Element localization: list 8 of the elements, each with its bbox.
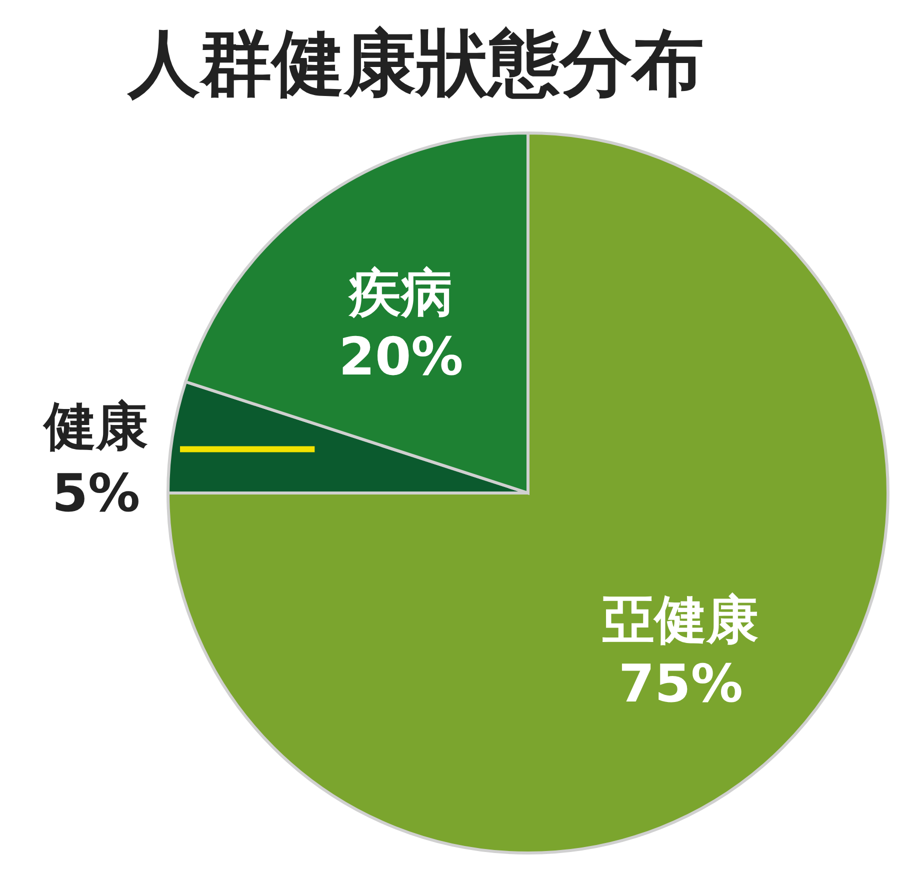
data-label: 5%: [52, 464, 140, 524]
slice-label: 健康: [42, 397, 148, 458]
slice-label: 亞健康: [602, 590, 759, 651]
data-label: 75%: [618, 654, 743, 715]
data-label: 20%: [338, 327, 464, 388]
pie-slice: [166, 132, 890, 854]
slice-label: 疾病: [348, 263, 454, 324]
chart-title: 人群健康狀態分布: [126, 21, 704, 105]
